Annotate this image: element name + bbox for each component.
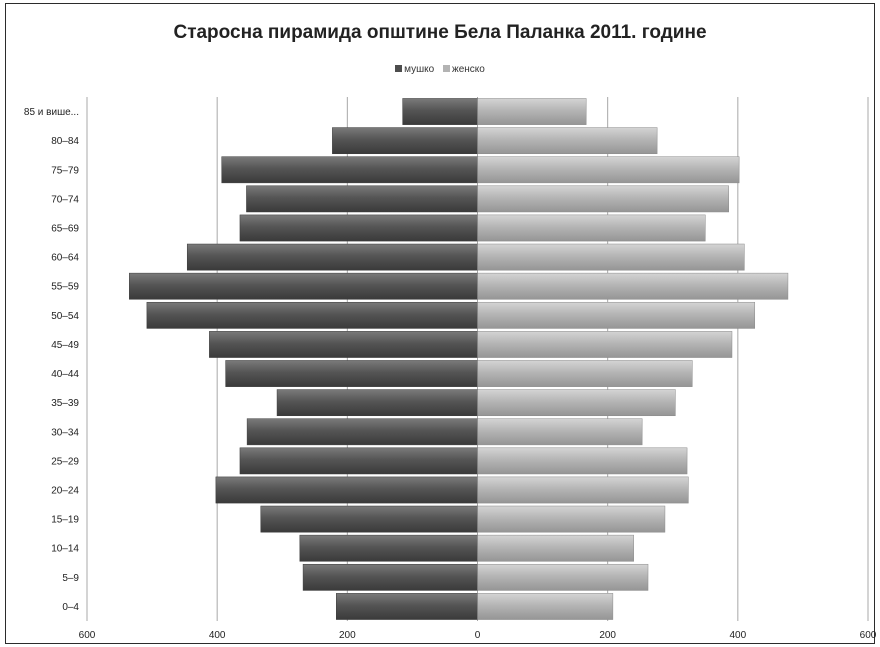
x-tick-label: 400 bbox=[209, 630, 226, 641]
bar-male bbox=[246, 418, 478, 446]
legend: мушко женско bbox=[0, 64, 880, 75]
legend-swatch-female bbox=[443, 65, 450, 72]
bar-male bbox=[225, 360, 478, 387]
bar-male bbox=[221, 156, 478, 184]
legend-item-male: мушко bbox=[395, 64, 434, 75]
y-category-label: 0–4 bbox=[62, 602, 79, 613]
axis-labels: 600 400 200 0 200 400 600 0–4 5–9 10–14 15–19 20–24… bbox=[24, 107, 877, 641]
y-category-label: 15–19 bbox=[51, 515, 79, 526]
bar-male bbox=[332, 127, 478, 155]
y-category-label: 55–59 bbox=[51, 282, 79, 293]
y-category-label: 35–39 bbox=[51, 398, 79, 409]
x-tick-label: 400 bbox=[729, 630, 746, 641]
bar-male bbox=[276, 389, 478, 417]
bar-female bbox=[477, 272, 789, 300]
y-category-label: 30–34 bbox=[51, 427, 79, 438]
legend-label-female: женско bbox=[452, 64, 485, 75]
bar-female bbox=[477, 185, 729, 213]
y-category-label: 25–29 bbox=[51, 456, 79, 467]
x-tick-label: 0 bbox=[475, 630, 481, 641]
bar-female bbox=[477, 563, 649, 591]
bar-male bbox=[129, 272, 478, 300]
bar-female bbox=[477, 534, 634, 562]
y-category-label: 20–24 bbox=[51, 486, 79, 497]
bar-female bbox=[477, 156, 740, 184]
y-category-label: 60–64 bbox=[51, 253, 79, 264]
bar-male bbox=[302, 563, 478, 591]
bar-male bbox=[246, 185, 478, 213]
chart-title: Старосна пирамида општине Бела Паланка 2… bbox=[173, 22, 707, 43]
bar-male bbox=[239, 214, 478, 242]
bar-male bbox=[299, 534, 478, 562]
bar-female bbox=[477, 476, 689, 504]
y-category-label: 10–14 bbox=[51, 544, 79, 555]
bar-male bbox=[215, 476, 478, 504]
bar-female bbox=[477, 505, 666, 533]
legend-swatch-male bbox=[395, 65, 403, 72]
bar-female bbox=[477, 214, 706, 242]
y-category-label: 85 и више... bbox=[24, 107, 79, 118]
bar-male bbox=[209, 331, 478, 358]
y-category-label: 70–74 bbox=[51, 194, 79, 205]
bar-male bbox=[260, 505, 478, 533]
x-tick-label: 600 bbox=[79, 630, 96, 641]
bar-male bbox=[336, 593, 478, 620]
y-category-label: 80–84 bbox=[51, 136, 79, 147]
y-category-label: 40–44 bbox=[51, 369, 79, 380]
bar-male bbox=[146, 301, 478, 329]
bar-male bbox=[402, 98, 478, 125]
gridlines bbox=[86, 97, 869, 621]
bar-female bbox=[477, 360, 693, 387]
y-category-label: 45–49 bbox=[51, 340, 79, 351]
bar-female bbox=[477, 389, 676, 417]
legend-label-male: мушко bbox=[404, 64, 435, 75]
y-category-label: 5–9 bbox=[62, 573, 79, 584]
y-category-label: 75–79 bbox=[51, 165, 79, 176]
y-category-label: 65–69 bbox=[51, 224, 79, 235]
bar-female bbox=[477, 127, 658, 155]
bar-female bbox=[477, 243, 745, 271]
bar-male bbox=[239, 447, 478, 475]
bar-female bbox=[477, 447, 688, 475]
x-tick-label: 200 bbox=[339, 630, 356, 641]
x-tick-label: 200 bbox=[599, 630, 616, 641]
bar-female bbox=[477, 98, 587, 125]
bar-female bbox=[477, 301, 756, 329]
bar-female bbox=[477, 593, 614, 620]
bars bbox=[129, 98, 789, 620]
bar-female bbox=[477, 418, 643, 446]
x-tick-label: 600 bbox=[860, 630, 877, 641]
legend-item-female: женско bbox=[443, 64, 485, 75]
bar-male bbox=[186, 243, 478, 271]
bar-female bbox=[477, 331, 733, 358]
y-category-label: 50–54 bbox=[51, 311, 79, 322]
